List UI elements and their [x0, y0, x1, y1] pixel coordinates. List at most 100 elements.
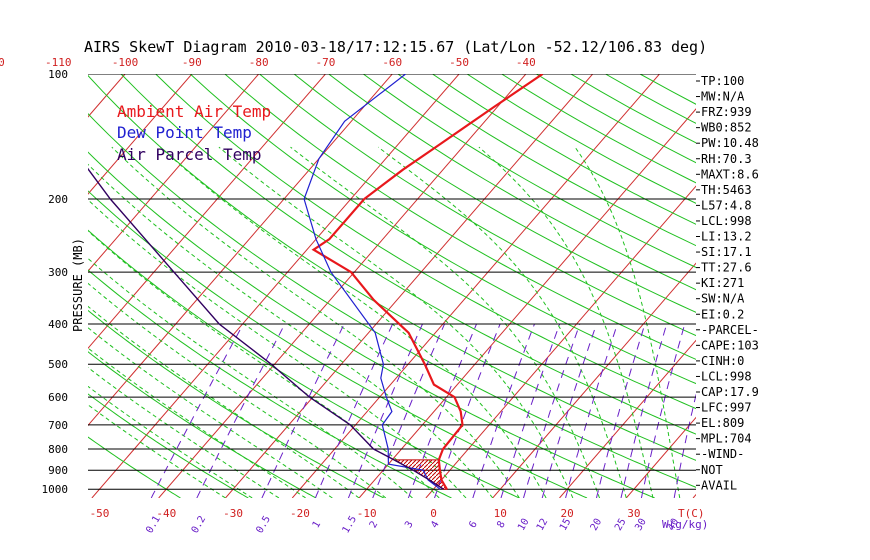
pressure-tick-label: 800 [48, 443, 68, 456]
moist-adiabat-line [88, 199, 467, 498]
bottom-temp-tick-label: 20 [560, 507, 573, 520]
isotherm-line [88, 74, 193, 195]
mixing-ratio-line [434, 323, 501, 498]
dry-adiabat-line [293, 74, 696, 313]
stat-item: LI:13.2 [701, 230, 752, 244]
dry-adiabat-line [88, 151, 655, 498]
moist-adiabat-line [111, 146, 520, 498]
mixing-ratio-line [596, 323, 646, 498]
stat-item: -WIND- [701, 447, 744, 461]
mixing-ratio-tick-label: 15 [558, 517, 574, 533]
dry-adiabat-line [363, 74, 696, 268]
mixing-ratio-line [196, 323, 286, 498]
stat-item: SI:17.1 [701, 245, 752, 259]
air-parcel-temp-line [88, 167, 444, 490]
isotherm-line [425, 185, 696, 498]
isotherm-line [291, 74, 660, 498]
stat-item: TP:100 [701, 74, 744, 88]
stat-item: SW:N/A [701, 292, 745, 306]
mixing-ratio-line [640, 323, 686, 498]
dry-adiabat-line [88, 393, 249, 498]
pressure-tick-label: 400 [48, 318, 68, 331]
bottom-temp-tick-label: -20 [290, 507, 310, 520]
stat-item: CINH:0 [701, 354, 744, 368]
mixing-ratio-line [407, 323, 477, 498]
moist-adiabat-line [574, 146, 681, 498]
mixing-ratio-line [523, 323, 581, 498]
dry-adiabat-line [155, 74, 696, 410]
pressure-tick-labels: 100 200 300 400 500 600 700 800 900 1000 [42, 68, 69, 496]
mixing-ratio-line [472, 323, 535, 498]
bottom-temp-tick-label: 10 [494, 507, 507, 520]
bottom-temp-tick-label: -40 [156, 507, 176, 520]
mixing-unit-label: W(g/kg) [662, 518, 708, 531]
mixing-ratio-tick-label: 12 [535, 517, 551, 533]
isotherm-line [492, 262, 696, 498]
top-temp-tick-labels: -120 -110 -100 -90 -80 -70 -60 -50 -40 [0, 56, 536, 69]
moist-adiabat-line [88, 385, 253, 498]
mixing-ratio-tick-label: 2 [368, 519, 381, 530]
plot-area [88, 74, 696, 498]
stat-item: MAXT:8.6 [701, 167, 759, 181]
chart-title: AIRS SkewT Diagram 2010-03-18/17:12:15.6… [84, 38, 707, 56]
isotherm-line [88, 74, 393, 427]
mixing-ratio-tick-label: 40 [666, 517, 682, 533]
pressure-tick-label: 700 [48, 419, 68, 432]
stat-item: WB0:852 [701, 121, 752, 135]
dry-adiabat-line [189, 74, 696, 385]
stat-item: CAP:17.9 [701, 385, 759, 399]
series [88, 74, 544, 490]
dry-adiabat-line [88, 113, 696, 488]
stat-item: LCL:998 [701, 214, 752, 228]
stat-item: MW:N/A [701, 90, 745, 104]
mixing-ratio-line [314, 323, 394, 498]
bottom-temp-tick-label: -30 [223, 507, 243, 520]
top-temp-tick-label: -60 [382, 56, 402, 69]
isotherm-line [88, 74, 326, 349]
mixing-ratio-line [347, 323, 423, 498]
dew-point-temp-line [303, 74, 441, 490]
mixing-ratio-line [541, 323, 597, 498]
isotherm-line [88, 74, 126, 118]
mixing-ratio-line [261, 323, 345, 498]
bottom-temp-tick-label: 0 [430, 507, 437, 520]
stat-item: LFC:997 [701, 401, 752, 415]
top-temp-tick-label: -100 [112, 56, 139, 69]
mixing-ratio-tick-label: 6 [467, 519, 480, 530]
mixing-ratio-tick-label: 0.5 [254, 514, 273, 535]
mixing-ratio-tick-label: 30 [633, 517, 649, 533]
dry-adiabat-line [328, 74, 696, 291]
moist-adiabat-line [88, 347, 306, 498]
mixing-ratio-line [565, 323, 618, 498]
dry-adiabat-line [88, 229, 520, 498]
stat-item: -PARCEL- [701, 323, 759, 337]
pressure-tick-label: 900 [48, 464, 68, 477]
stat-item: TT:27.6 [701, 261, 752, 275]
moist-adiabat-line [88, 163, 494, 498]
stat-item: CAPE:103 [701, 338, 759, 352]
top-temp-tick-label: -40 [516, 56, 536, 69]
y-axis-label: PRESSURE (MB) [71, 238, 85, 332]
mixing-ratio-tick-label: 4 [429, 519, 442, 530]
top-temp-tick-label: -80 [249, 56, 269, 69]
moist-adiabat-line [478, 146, 654, 498]
pressure-tick-label: 1000 [42, 483, 69, 496]
legend-dewpoint: Dew Point Temp [117, 123, 252, 142]
mixing-ratio-tick-label: 10 [516, 517, 532, 533]
pressure-tick-label: 300 [48, 266, 68, 279]
mixing-ratio-line [500, 323, 561, 498]
bottom-temp-tick-label: 30 [627, 507, 640, 520]
legend-parcel: Air Parcel Temp [117, 145, 262, 164]
isotherm-line [158, 74, 527, 498]
stat-item: EI:0.2 [701, 307, 744, 321]
mixing-ratio-tick-label: 20 [589, 517, 605, 533]
stat-item: RH:70.3 [701, 152, 752, 166]
top-temp-tick-label: -50 [449, 56, 469, 69]
top-temp-tick-label: -120 [0, 56, 5, 69]
moist-adiabat-line [377, 146, 627, 498]
stat-item: PW:10.48 [701, 136, 759, 150]
bottom-temp-tick-label: -10 [357, 507, 377, 520]
isotherm-line [88, 74, 260, 272]
